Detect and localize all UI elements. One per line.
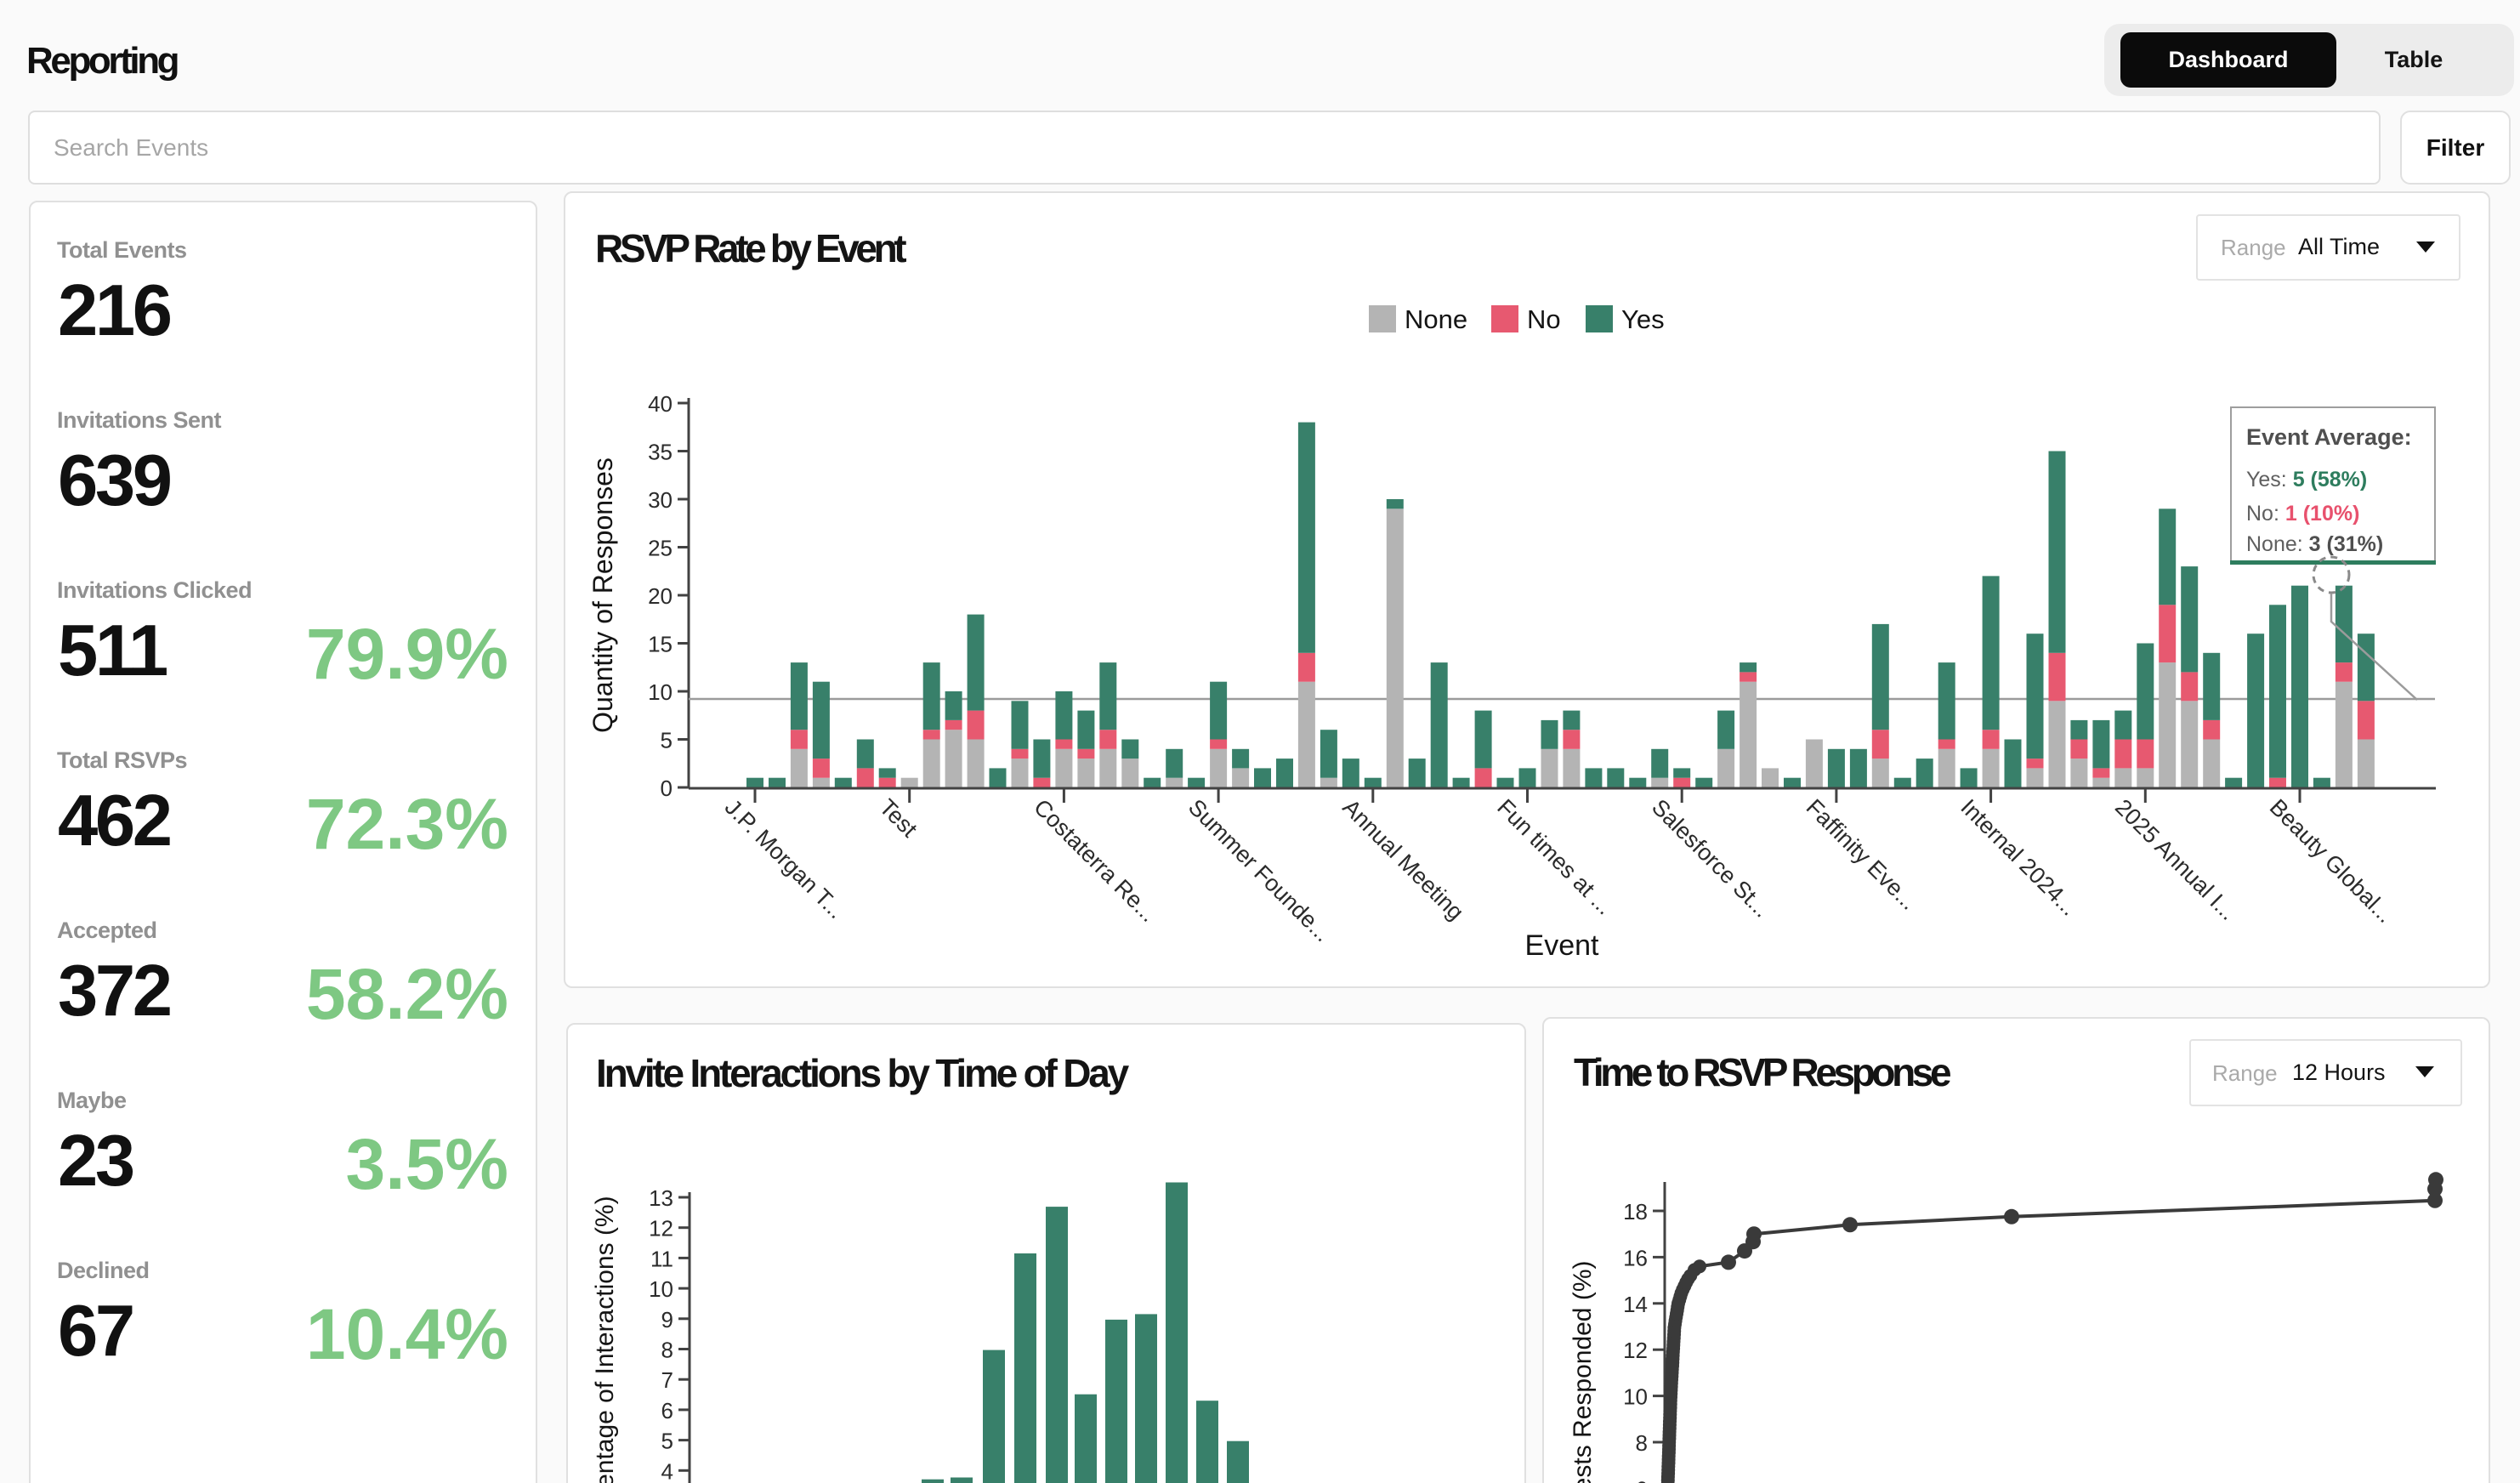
svg-text:16: 16: [1623, 1245, 1648, 1270]
svg-text:13: 13: [649, 1185, 673, 1211]
svg-text:Costaterra Re...: Costaterra Re...: [1029, 794, 1161, 927]
svg-text:30: 30: [648, 487, 673, 513]
svg-text:Percentage of Interactions (%): Percentage of Interactions (%): [591, 1196, 619, 1483]
svg-text:6: 6: [661, 1398, 673, 1423]
svg-text:15: 15: [648, 632, 673, 657]
svg-text:Beauty Global...: Beauty Global...: [2265, 794, 2398, 928]
svg-text:6: 6: [1636, 1476, 1648, 1483]
svg-text:12: 12: [649, 1216, 673, 1242]
svg-text:2025 Annual I...: 2025 Annual I...: [2110, 794, 2241, 925]
svg-text:Yes: 5 (58%): Yes: 5 (58%): [2246, 468, 2367, 491]
svg-text:Percentage of Guests Responded: Percentage of Guests Responded (%): [1569, 1261, 1597, 1483]
svg-text:8: 8: [661, 1338, 673, 1363]
svg-text:5: 5: [661, 1429, 673, 1454]
svg-text:11: 11: [650, 1246, 673, 1271]
svg-text:18: 18: [1623, 1199, 1648, 1224]
svg-text:8: 8: [1636, 1430, 1648, 1456]
svg-text:Yes: Yes: [1621, 304, 1665, 334]
svg-text:Fun times at ...: Fun times at ...: [1492, 794, 1617, 919]
svg-text:40: 40: [648, 391, 673, 417]
svg-text:10: 10: [648, 679, 673, 705]
svg-text:None: 3 (31%): None: 3 (31%): [2246, 532, 2383, 556]
svg-text:Summer Founde...: Summer Founde...: [1183, 794, 1336, 946]
svg-text:10: 10: [649, 1276, 673, 1302]
svg-text:12: 12: [1623, 1338, 1648, 1363]
svg-text:Event Average:: Event Average:: [2246, 424, 2412, 450]
svg-text:10: 10: [1623, 1384, 1648, 1410]
svg-text:No: 1 (10%): No: 1 (10%): [2246, 502, 2359, 526]
svg-text:Faffinity Eve...: Faffinity Eve...: [1802, 794, 1922, 915]
svg-text:5: 5: [661, 728, 673, 753]
svg-text:Salesforce St...: Salesforce St...: [1647, 794, 1775, 923]
svg-text:Annual Meeting: Annual Meeting: [1338, 794, 1469, 925]
svg-text:Test: Test: [874, 794, 922, 843]
svg-text:4: 4: [661, 1458, 673, 1483]
svg-text:14: 14: [1623, 1292, 1648, 1317]
svg-text:J.P. Morgan T...: J.P. Morgan T...: [720, 794, 849, 923]
svg-text:20: 20: [648, 583, 673, 609]
svg-text:25: 25: [648, 536, 673, 561]
svg-text:None: None: [1405, 304, 1467, 334]
svg-text:7: 7: [661, 1367, 673, 1393]
svg-text:9: 9: [661, 1307, 673, 1332]
svg-text:No: No: [1527, 304, 1561, 334]
svg-text:0: 0: [661, 776, 673, 801]
svg-text:Internal 2024...: Internal 2024...: [1955, 794, 2082, 921]
svg-text:Quantity of Responses: Quantity of Responses: [587, 457, 618, 733]
svg-text:Event: Event: [1525, 929, 1599, 962]
svg-text:35: 35: [648, 440, 673, 465]
